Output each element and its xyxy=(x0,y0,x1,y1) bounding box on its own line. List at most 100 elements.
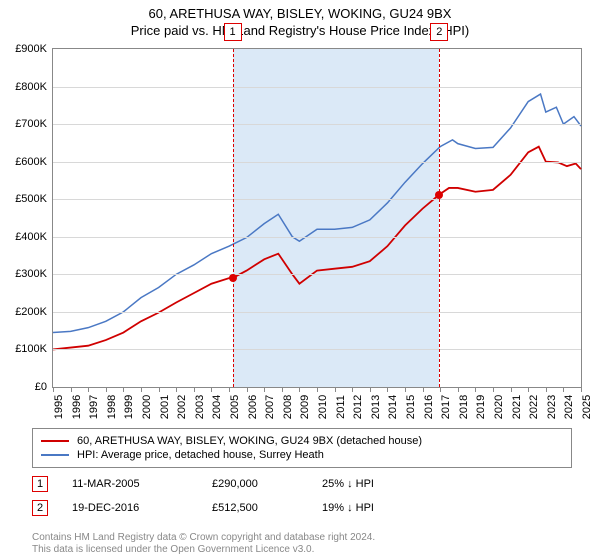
x-tick xyxy=(581,387,582,392)
x-tick xyxy=(423,387,424,392)
sale-dot xyxy=(435,191,443,199)
chart-subtitle: Price paid vs. HM Land Registry's House … xyxy=(0,23,600,42)
x-tick xyxy=(352,387,353,392)
x-tick xyxy=(159,387,160,392)
legend-swatch-property xyxy=(41,440,69,442)
x-axis-label: 2023 xyxy=(546,395,558,419)
x-tick xyxy=(264,387,265,392)
y-axis-label: £800K xyxy=(15,81,47,93)
y-axis-label: £700K xyxy=(15,118,47,130)
legend-box: 60, ARETHUSA WAY, BISLEY, WOKING, GU24 9… xyxy=(32,428,572,468)
marker-number-box: 2 xyxy=(430,23,448,41)
x-axis-label: 2019 xyxy=(475,395,487,419)
sale-dot xyxy=(229,274,237,282)
y-axis-label: £500K xyxy=(15,193,47,205)
y-axis-label: £900K xyxy=(15,43,47,55)
x-tick xyxy=(440,387,441,392)
x-tick xyxy=(211,387,212,392)
x-axis-label: 2022 xyxy=(528,395,540,419)
x-tick xyxy=(141,387,142,392)
attribution-line2: This data is licensed under the Open Gov… xyxy=(32,544,375,556)
x-axis-label: 2004 xyxy=(211,395,223,419)
x-axis-label: 2015 xyxy=(405,395,417,419)
series-property xyxy=(53,147,581,350)
marker-number-box: 1 xyxy=(224,23,242,41)
x-tick xyxy=(229,387,230,392)
x-axis-label: 2020 xyxy=(493,395,505,419)
x-axis-label: 2009 xyxy=(299,395,311,419)
legend-row: HPI: Average price, detached house, Surr… xyxy=(41,449,563,461)
x-axis-label: 2021 xyxy=(511,395,523,419)
x-axis-label: 2005 xyxy=(229,395,241,419)
gridline xyxy=(53,312,581,313)
x-tick xyxy=(88,387,89,392)
series-hpi xyxy=(53,94,581,332)
x-tick xyxy=(317,387,318,392)
x-tick xyxy=(282,387,283,392)
x-tick xyxy=(458,387,459,392)
legend-label: 60, ARETHUSA WAY, BISLEY, WOKING, GU24 9… xyxy=(77,435,422,447)
gridline xyxy=(53,274,581,275)
y-axis-label: £600K xyxy=(15,156,47,168)
attribution: Contains HM Land Registry data © Crown c… xyxy=(32,532,375,556)
legend-row: 60, ARETHUSA WAY, BISLEY, WOKING, GU24 9… xyxy=(41,435,563,447)
x-axis-label: 1995 xyxy=(53,395,65,419)
x-tick xyxy=(335,387,336,392)
gridline xyxy=(53,199,581,200)
marker-line xyxy=(439,49,440,387)
x-tick xyxy=(475,387,476,392)
x-tick xyxy=(176,387,177,392)
x-tick xyxy=(370,387,371,392)
line-series-svg xyxy=(53,49,581,387)
chart-title: 60, ARETHUSA WAY, BISLEY, WOKING, GU24 9… xyxy=(0,0,600,23)
x-axis-label: 2010 xyxy=(317,395,329,419)
sale-price: £290,000 xyxy=(212,478,322,490)
x-tick xyxy=(247,387,248,392)
gridline xyxy=(53,87,581,88)
sale-diff: 19% ↓ HPI xyxy=(322,502,442,514)
sale-diff: 25% ↓ HPI xyxy=(322,478,442,490)
x-axis-label: 1998 xyxy=(106,395,118,419)
x-tick xyxy=(387,387,388,392)
plot-area: £0£100K£200K£300K£400K£500K£600K£700K£80… xyxy=(52,48,582,388)
x-tick xyxy=(511,387,512,392)
sale-price: £512,500 xyxy=(212,502,322,514)
x-axis-label: 2001 xyxy=(159,395,171,419)
sale-marker-2: 2 xyxy=(32,500,48,516)
y-axis-label: £400K xyxy=(15,231,47,243)
legend-label: HPI: Average price, detached house, Surr… xyxy=(77,449,324,461)
x-tick xyxy=(405,387,406,392)
x-axis-label: 1997 xyxy=(88,395,100,419)
x-tick xyxy=(123,387,124,392)
marker-line xyxy=(233,49,234,387)
x-axis-label: 2011 xyxy=(335,395,347,419)
sale-date: 11-MAR-2005 xyxy=(72,478,212,490)
x-axis-label: 2012 xyxy=(352,395,364,419)
sale-marker-1: 1 xyxy=(32,476,48,492)
y-axis-label: £0 xyxy=(35,381,47,393)
y-axis-label: £200K xyxy=(15,306,47,318)
x-tick xyxy=(563,387,564,392)
legend-swatch-hpi xyxy=(41,454,69,456)
y-axis-label: £300K xyxy=(15,268,47,280)
gridline xyxy=(53,349,581,350)
x-axis-label: 2016 xyxy=(423,395,435,419)
x-axis-label: 2002 xyxy=(176,395,188,419)
sale-date: 19-DEC-2016 xyxy=(72,502,212,514)
gridline xyxy=(53,124,581,125)
x-axis-label: 2007 xyxy=(264,395,276,419)
x-axis-label: 1996 xyxy=(71,395,83,419)
attribution-line1: Contains HM Land Registry data © Crown c… xyxy=(32,532,375,544)
x-axis-label: 1999 xyxy=(123,395,135,419)
x-axis-label: 2024 xyxy=(563,395,575,419)
sale-row: 1 11-MAR-2005 £290,000 25% ↓ HPI xyxy=(32,476,442,492)
gridline xyxy=(53,237,581,238)
x-axis-label: 2003 xyxy=(194,395,206,419)
y-axis-label: £100K xyxy=(15,343,47,355)
x-tick xyxy=(528,387,529,392)
x-tick xyxy=(106,387,107,392)
x-tick xyxy=(546,387,547,392)
x-axis-label: 2000 xyxy=(141,395,153,419)
x-axis-label: 2013 xyxy=(370,395,382,419)
x-axis-label: 2017 xyxy=(440,395,452,419)
